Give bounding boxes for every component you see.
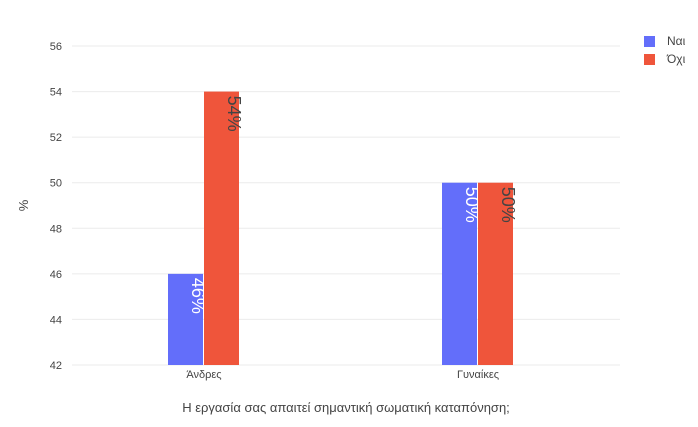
bar-data-label: 46%: [188, 278, 208, 314]
legend-label: Όχι: [666, 52, 686, 66]
bars: 46% 54% 50% 50%: [168, 91, 518, 366]
gridlines: [72, 45, 620, 366]
legend-label: Ναι: [667, 34, 686, 48]
y-tick-label: 46: [50, 269, 62, 281]
bar: [204, 91, 239, 366]
y-tick-label: 54: [50, 87, 62, 99]
x-axis-title: Η εργασία σας απαιτεί σημαντική σωματική…: [182, 400, 510, 415]
bar: [478, 182, 513, 365]
y-axis-title: %: [16, 199, 31, 211]
y-axis-ticks: 42 44 46 48 50 52 54 56: [50, 41, 62, 372]
legend: Ναι Όχι: [644, 34, 686, 66]
y-tick-label: 50: [50, 178, 62, 190]
bar-data-label: 50%: [462, 187, 482, 223]
x-tick-label: Άνδρες: [186, 369, 221, 381]
legend-swatch: [644, 36, 655, 47]
bar-data-label: 50%: [498, 187, 518, 223]
y-tick-label: 42: [50, 360, 62, 372]
bar: [442, 182, 477, 365]
bar-data-label: 54%: [224, 96, 244, 132]
y-tick-label: 48: [50, 223, 62, 235]
legend-swatch: [644, 54, 655, 65]
x-tick-label: Γυναίκες: [457, 369, 499, 381]
y-tick-label: 52: [50, 132, 62, 144]
x-axis-ticks: Άνδρες Γυναίκες: [186, 369, 499, 381]
y-tick-label: 56: [50, 41, 62, 53]
bar: [168, 273, 203, 365]
y-tick-label: 44: [50, 314, 62, 326]
